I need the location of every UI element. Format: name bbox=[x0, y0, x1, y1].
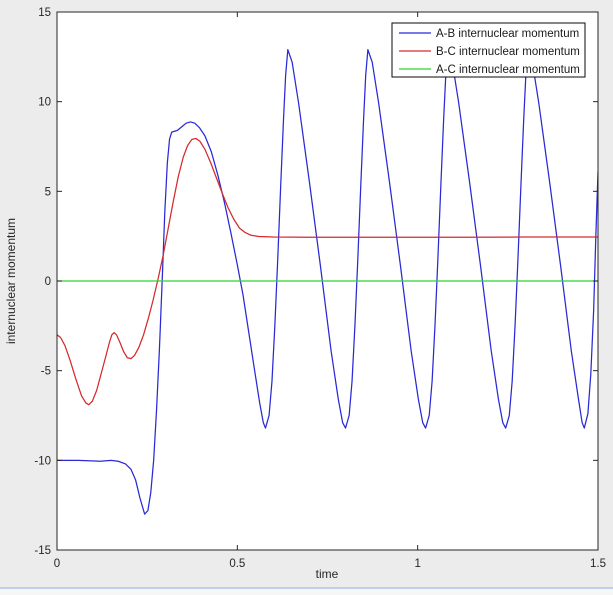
plot-box-border bbox=[56, 11, 599, 551]
legend-item: A-B internuclear momentum bbox=[399, 28, 579, 40]
y-tick-label: 15 bbox=[38, 7, 51, 19]
y-tick-label: 5 bbox=[45, 186, 51, 198]
legend-label: A-B internuclear momentum bbox=[436, 28, 579, 40]
legend-item: B-C internuclear momentum bbox=[399, 46, 580, 58]
x-axis-label: time bbox=[316, 567, 339, 581]
legend-box bbox=[391, 22, 586, 78]
series-lines bbox=[57, 49, 598, 515]
series-line-a-b-internuclear-momentum bbox=[57, 49, 598, 515]
series-line-b-c-internuclear-momentum bbox=[57, 137, 598, 406]
y-tick-label: -5 bbox=[41, 366, 51, 378]
y-axis-label: internuclear momentum bbox=[4, 218, 18, 344]
y-tick-label: -15 bbox=[34, 545, 51, 557]
legend-label: B-C internuclear momentum bbox=[436, 46, 580, 58]
window-edge-fill bbox=[0, 589, 613, 595]
y-tick-label: -10 bbox=[34, 455, 51, 467]
axis-tick-labels: 0 0.5 1 1.5 -15 -10 -5 0 5 10 15 bbox=[34, 7, 606, 570]
legend-label: A-C internuclear momentum bbox=[436, 64, 580, 76]
window-edge-line bbox=[0, 587, 613, 589]
y-tick-label: 10 bbox=[38, 97, 51, 109]
x-tick-label: 1 bbox=[414, 558, 420, 570]
legend-item: A-C internuclear momentum bbox=[399, 64, 580, 76]
x-tick-label: 0.5 bbox=[229, 558, 245, 570]
legend: A-B internuclear momentum B-C internuclea… bbox=[391, 22, 586, 78]
x-tick-label: 0 bbox=[54, 558, 60, 570]
y-tick-label: 0 bbox=[45, 276, 51, 288]
x-tick-label: 1.5 bbox=[590, 558, 606, 570]
window-bottom-border bbox=[0, 587, 613, 595]
